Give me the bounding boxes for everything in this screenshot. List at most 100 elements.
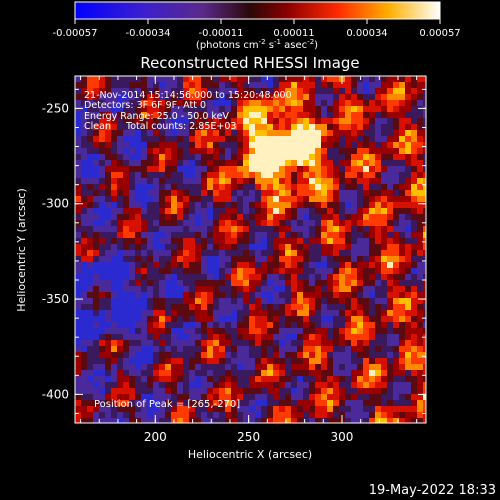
- heatmap-cell: [105, 286, 111, 292]
- heatmap-cell: [369, 406, 375, 412]
- heatmap-cell: [339, 208, 345, 214]
- heatmap-cell: [117, 418, 123, 423]
- heatmap-cell: [333, 202, 339, 208]
- heatmap-cell: [147, 316, 153, 322]
- heatmap-cell: [357, 208, 363, 214]
- heatmap-cell: [129, 232, 135, 238]
- heatmap-cell: [333, 136, 339, 142]
- heatmap-cell: [399, 382, 405, 388]
- heatmap-cell: [75, 328, 81, 334]
- heatmap-cell: [399, 388, 405, 394]
- heatmap-cell: [333, 226, 339, 232]
- heatmap-cell: [315, 232, 321, 238]
- heatmap-cell: [363, 250, 369, 256]
- heatmap-cell: [423, 118, 426, 124]
- heatmap-cell: [219, 208, 225, 214]
- heatmap-cell: [141, 334, 147, 340]
- heatmap-cell: [105, 226, 111, 232]
- heatmap-cell: [177, 82, 183, 88]
- heatmap-cell: [387, 340, 393, 346]
- heatmap-cell: [117, 316, 123, 322]
- heatmap-cell: [297, 160, 303, 166]
- heatmap-cell: [153, 334, 159, 340]
- heatmap-cell: [117, 352, 123, 358]
- heatmap-cell: [153, 310, 159, 316]
- heatmap-cell: [303, 364, 309, 370]
- heatmap-cell: [333, 310, 339, 316]
- heatmap-cell: [279, 208, 285, 214]
- heatmap-cell: [345, 322, 351, 328]
- heatmap-cell: [237, 262, 243, 268]
- heatmap-cell: [279, 160, 285, 166]
- heatmap-cell: [243, 412, 249, 418]
- heatmap-cell: [75, 112, 81, 118]
- heatmap-cell: [237, 388, 243, 394]
- heatmap-cell: [171, 376, 177, 382]
- heatmap-cell: [153, 166, 159, 172]
- heatmap-cell: [255, 340, 261, 346]
- heatmap-cell: [183, 376, 189, 382]
- heatmap-cell: [393, 88, 399, 94]
- heatmap-cell: [411, 142, 417, 148]
- heatmap-cell: [291, 394, 297, 400]
- heatmap-cell: [93, 220, 99, 226]
- heatmap-cell: [225, 268, 231, 274]
- heatmap-cell: [315, 118, 321, 124]
- heatmap-cell: [381, 214, 387, 220]
- heatmap-cell: [183, 112, 189, 118]
- heatmap-cell: [285, 418, 291, 423]
- heatmap-cell: [165, 226, 171, 232]
- heatmap-cell: [147, 160, 153, 166]
- heatmap-cell: [399, 232, 405, 238]
- heatmap-cell: [243, 328, 249, 334]
- heatmap-cell: [237, 268, 243, 274]
- heatmap-cell: [111, 112, 117, 118]
- heatmap-cell: [135, 106, 141, 112]
- heatmap-cell: [345, 370, 351, 376]
- heatmap-cell: [339, 100, 345, 106]
- heatmap-cell: [135, 394, 141, 400]
- heatmap-cell: [225, 280, 231, 286]
- heatmap-cell: [333, 382, 339, 388]
- heatmap-cell: [261, 250, 267, 256]
- heatmap-cell: [285, 346, 291, 352]
- heatmap-cell: [153, 238, 159, 244]
- heatmap-cell: [171, 154, 177, 160]
- heatmap-cell: [123, 88, 129, 94]
- heatmap-cell: [363, 346, 369, 352]
- heatmap-cell: [297, 106, 303, 112]
- heatmap-cell: [315, 328, 321, 334]
- heatmap-cell: [315, 352, 321, 358]
- heatmap-cell: [297, 376, 303, 382]
- heatmap-cell: [363, 94, 369, 100]
- heatmap-cell: [195, 310, 201, 316]
- heatmap-cell: [423, 136, 426, 142]
- heatmap-cell: [309, 118, 315, 124]
- heatmap-cell: [177, 154, 183, 160]
- heatmap-cell: [315, 340, 321, 346]
- heatmap-cell: [153, 280, 159, 286]
- heatmap-cell: [267, 100, 273, 106]
- heatmap-cell: [189, 262, 195, 268]
- heatmap-cell: [303, 334, 309, 340]
- heatmap-cell: [189, 286, 195, 292]
- heatmap-cell: [165, 280, 171, 286]
- heatmap-cell: [387, 400, 393, 406]
- heatmap-cell: [141, 292, 147, 298]
- heatmap-cell: [321, 112, 327, 118]
- heatmap-cell: [81, 172, 87, 178]
- heatmap-cell: [141, 268, 147, 274]
- heatmap-cell: [303, 226, 309, 232]
- heatmap-cell: [351, 118, 357, 124]
- heatmap-cell: [219, 310, 225, 316]
- heatmap-cell: [225, 256, 231, 262]
- heatmap-cell: [153, 256, 159, 262]
- heatmap-cell: [201, 406, 207, 412]
- heatmap-cell: [123, 166, 129, 172]
- heatmap-cell: [171, 262, 177, 268]
- heatmap-cell: [141, 304, 147, 310]
- heatmap-cell: [81, 76, 87, 82]
- heatmap-cell: [159, 298, 165, 304]
- heatmap-cell: [423, 196, 426, 202]
- heatmap-cell: [261, 304, 267, 310]
